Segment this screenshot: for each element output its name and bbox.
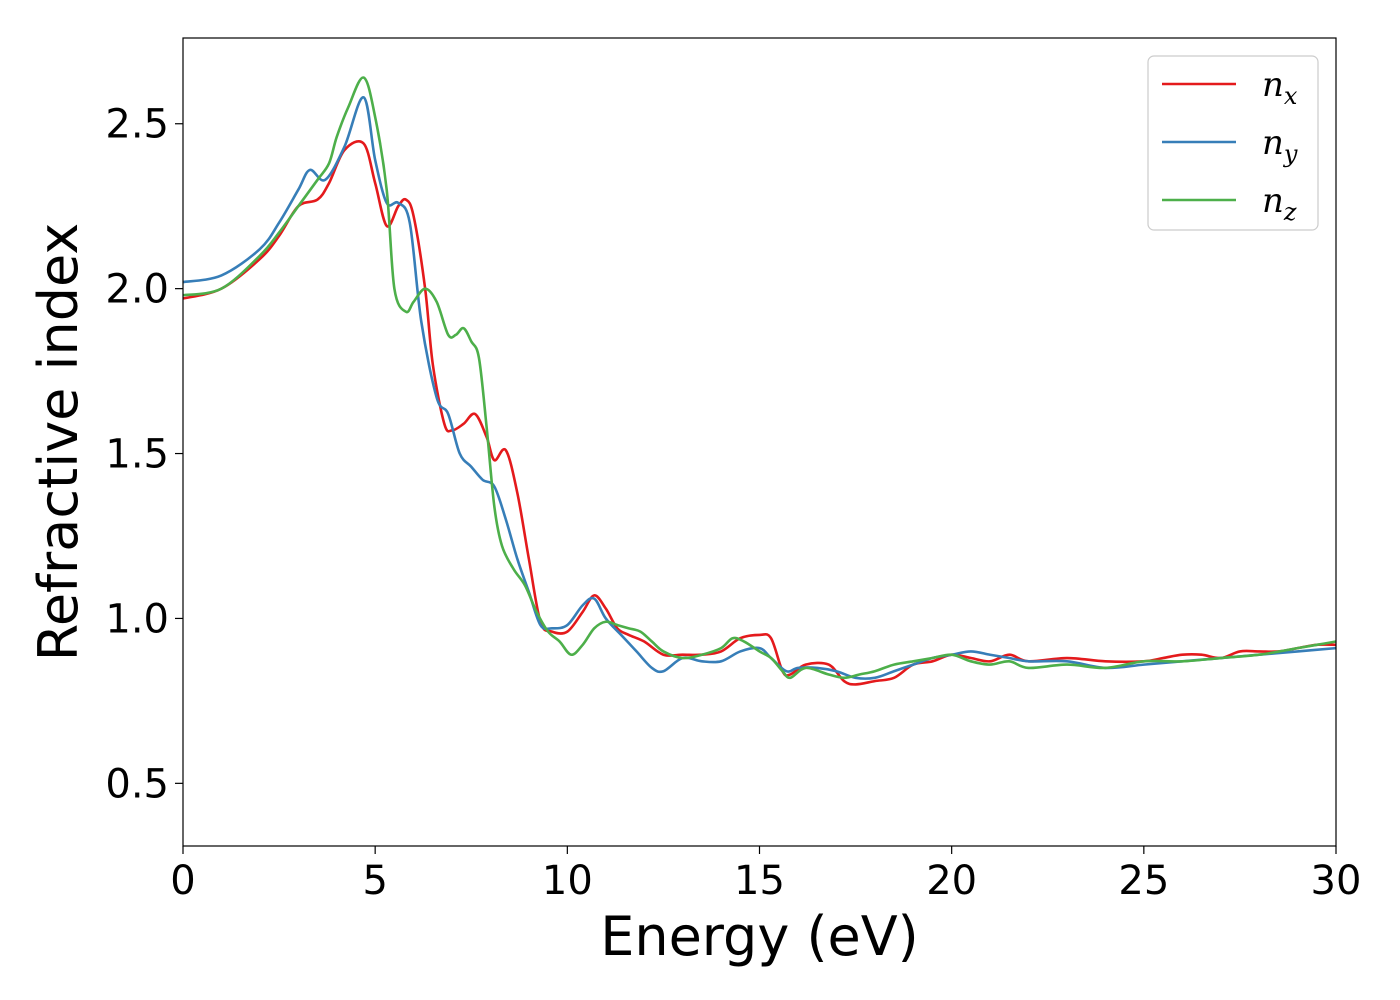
x-axis: 0 5 10 15 20 25 30	[170, 846, 1361, 904]
x-tick-label: 0	[170, 858, 195, 904]
y-tick-label: 2.5	[105, 102, 169, 148]
series-line-nz	[182, 76, 1337, 680]
y-tick-label: 0.5	[105, 761, 169, 807]
y-tick-label: 1.5	[105, 432, 169, 478]
legend-label-nx: nx	[1262, 65, 1298, 110]
x-axis-label: Energy (eV)	[600, 905, 919, 968]
y-axis: 0.5 1.0 1.5 2.0 2.5	[105, 102, 183, 807]
x-tick-label: 10	[542, 858, 593, 904]
legend-label-ny: ny	[1262, 123, 1298, 168]
x-tick-label: 15	[734, 858, 785, 904]
x-tick-label: 25	[1118, 858, 1169, 904]
legend: nx ny nz	[1147, 55, 1319, 231]
x-tick-label: 20	[926, 858, 977, 904]
legend-label-nz: nz	[1262, 181, 1297, 226]
x-tick-label: 30	[1311, 858, 1362, 904]
series-line-nx	[182, 140, 1337, 686]
y-tick-label: 1.0	[105, 596, 169, 642]
series-layer	[182, 76, 1337, 686]
x-tick-label: 5	[362, 858, 387, 904]
y-tick-label: 2.0	[105, 267, 169, 313]
y-axis-label: Refractive index	[27, 223, 90, 662]
